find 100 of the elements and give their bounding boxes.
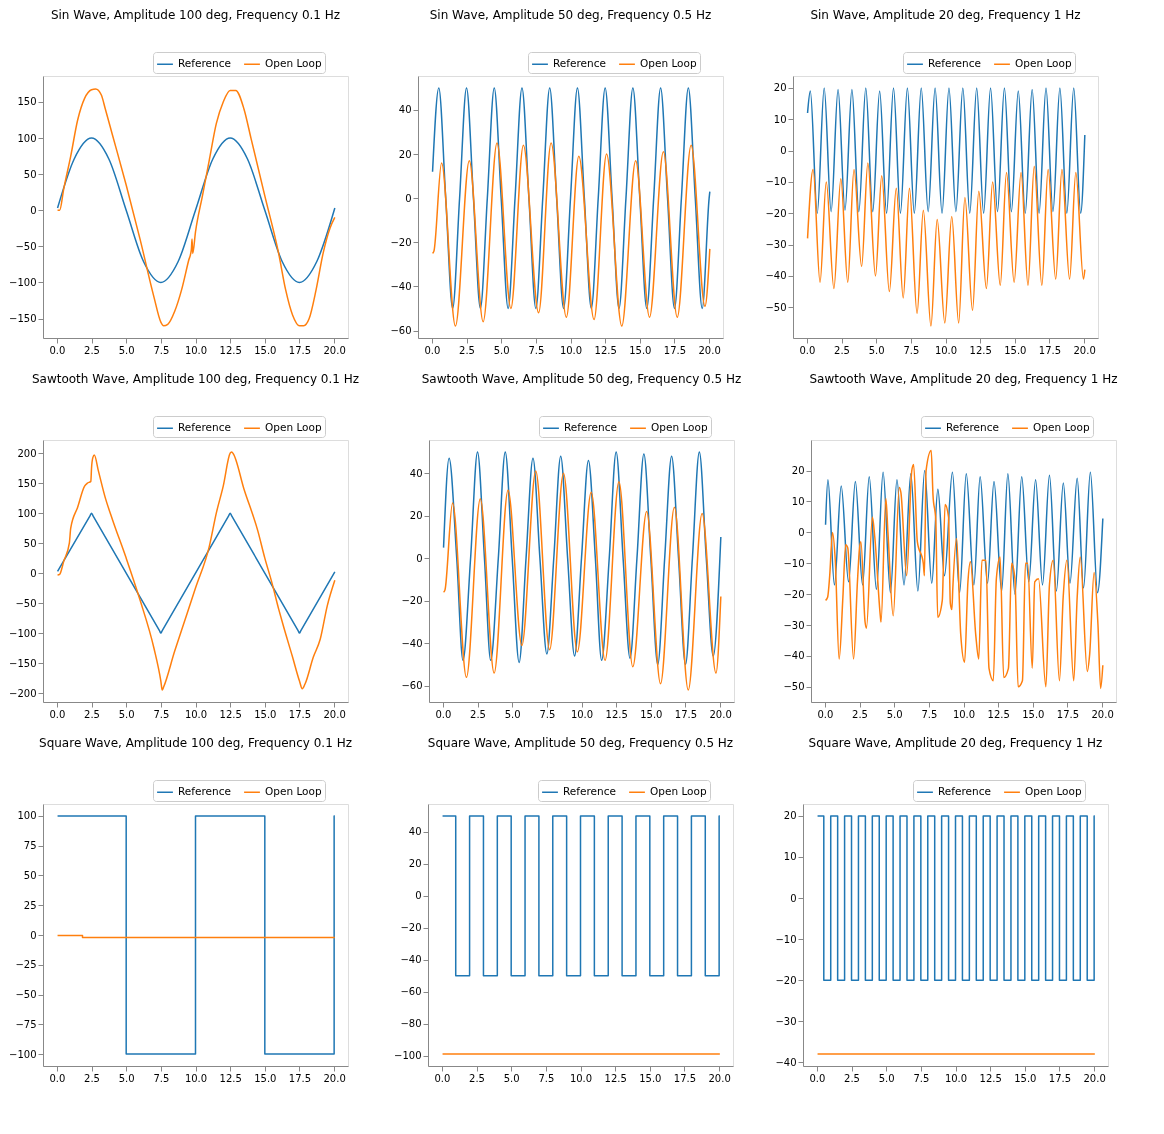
x-tick-label: 2.5 — [852, 708, 868, 720]
x-tick-label: 0.0 — [809, 1072, 826, 1084]
y-tick-label: −40 — [775, 1056, 797, 1068]
x-tick-label: 12.5 — [969, 344, 992, 356]
x-tick-label: 0.0 — [49, 1072, 66, 1084]
y-tick-label: −20 — [390, 236, 412, 248]
chart-title: Sin Wave, Amplitude 100 deg, Frequency 0.1 Hz — [50, 7, 341, 22]
y-tick-label: 0 — [790, 892, 797, 904]
x-tick-label: 5.0 — [878, 1072, 895, 1084]
y-tick-label: 10 — [773, 113, 787, 125]
y-tick-label: 0 — [30, 204, 37, 216]
x-tick-label: 10.0 — [184, 708, 208, 720]
y-tick-label: 50 — [23, 869, 37, 881]
line-series — [824, 449, 1104, 690]
x-tick-label: 15.0 — [639, 1072, 662, 1084]
x-tick-label: 7.5 — [538, 1072, 555, 1084]
y-tick-label: −30 — [775, 1015, 797, 1027]
y-tick-label: −100 — [9, 1048, 37, 1060]
y-tick-label: −30 — [783, 619, 805, 631]
x-tick-label: 20.0 — [1073, 344, 1096, 356]
x-tick-label: 0.0 — [799, 344, 816, 356]
y-tick-label: −60 — [401, 680, 423, 692]
legend-label: Open Loop — [640, 57, 697, 70]
x-tick-label: 17.5 — [1038, 344, 1062, 356]
y-tick-label: 0 — [30, 567, 37, 579]
x-tick-label: 12.5 — [219, 344, 242, 356]
y-tick-label: 20 — [409, 510, 423, 522]
x-tick-label: 17.5 — [1056, 708, 1080, 720]
x-tick-label: 10.0 — [944, 1072, 968, 1084]
y-tick-label: −10 — [783, 557, 805, 569]
x-tick-label: 17.5 — [663, 344, 687, 356]
legend-label: Reference — [178, 785, 231, 798]
y-tick-label: −60 — [390, 325, 412, 336]
legend-label: Open Loop — [1015, 57, 1072, 70]
y-tick-label: −10 — [775, 933, 797, 945]
y-tick-label: 0 — [415, 890, 422, 902]
x-tick-label: 15.0 — [1004, 344, 1027, 356]
x-tick-label: 20.0 — [323, 708, 346, 720]
y-tick-label: 0 — [780, 145, 787, 157]
legend-label: Reference — [178, 57, 231, 70]
y-tick-label: −60 — [400, 986, 422, 998]
chart-title: Square Wave, Amplitude 100 deg, Frequency 0.1 Hz — [39, 735, 352, 750]
y-tick-label: −50 — [15, 989, 37, 1001]
x-tick-label: 7.5 — [153, 708, 170, 720]
x-tick-label: 20.0 — [1083, 1072, 1106, 1084]
y-tick-label: 40 — [409, 467, 423, 479]
y-tick-label: −75 — [15, 1018, 37, 1030]
x-tick-label: 10.0 — [184, 1072, 208, 1084]
line-series — [56, 512, 336, 634]
x-tick-label: 7.5 — [921, 708, 938, 720]
x-tick-label: 0.0 — [435, 708, 452, 720]
y-tick-label: −20 — [400, 922, 422, 934]
y-tick-label: −40 — [390, 280, 412, 292]
y-tick-label: 100 — [17, 132, 37, 144]
x-tick-label: 5.0 — [118, 1072, 135, 1084]
x-tick-label: 7.5 — [913, 1072, 930, 1084]
x-tick-label: 0.0 — [424, 344, 441, 356]
x-tick-label: 10.0 — [559, 344, 583, 356]
y-tick-label: 0 — [405, 192, 412, 204]
y-tick-label: −20 — [775, 974, 797, 986]
y-tick-label: −25 — [15, 959, 37, 971]
line-series — [806, 162, 1086, 327]
x-tick-label: 10.0 — [570, 708, 594, 720]
y-tick-label: −20 — [783, 588, 805, 600]
x-tick-label: 20.0 — [323, 344, 346, 356]
y-tick-label: 0 — [798, 526, 805, 538]
x-tick-label: 15.0 — [1014, 1072, 1037, 1084]
legend-label: Reference — [178, 421, 231, 434]
x-tick-label: 17.5 — [288, 708, 312, 720]
line-series — [824, 469, 1104, 595]
x-tick-label: 12.5 — [605, 708, 628, 720]
y-tick-label: 20 — [398, 148, 412, 160]
x-tick-label: 17.5 — [288, 344, 312, 356]
y-tick-label: −50 — [765, 301, 787, 313]
legend-label: Reference — [563, 785, 616, 798]
x-tick-label: 12.5 — [594, 344, 617, 356]
y-tick-label: −30 — [765, 239, 787, 251]
x-tick-label: 2.5 — [459, 344, 475, 356]
y-tick-label: −200 — [9, 687, 37, 699]
line-series — [56, 88, 336, 327]
x-tick-label: 2.5 — [834, 344, 850, 356]
chart-title: Sin Wave, Amplitude 50 deg, Frequency 0.5 Hz — [429, 7, 712, 22]
chart-title: Sin Wave, Amplitude 20 deg, Frequency 1 Hz — [810, 7, 1081, 22]
chart-title: Sawtooth Wave, Amplitude 50 deg, Frequency 0.5 Hz — [421, 371, 742, 386]
legend-label: Open Loop — [1025, 785, 1082, 798]
x-tick-label: 7.5 — [528, 344, 545, 356]
x-tick-label: 0.0 — [49, 708, 66, 720]
y-tick-label: 200 — [17, 447, 37, 459]
y-tick-label: −20 — [401, 595, 423, 607]
legend-label: Reference — [928, 57, 981, 70]
x-tick-label: 17.5 — [1048, 1072, 1072, 1084]
x-tick-label: 20.0 — [698, 344, 721, 356]
x-tick-label: 2.5 — [470, 708, 486, 720]
chart-title: Square Wave, Amplitude 50 deg, Frequency 0.5 Hz — [427, 735, 734, 750]
x-tick-label: 10.0 — [934, 344, 958, 356]
y-tick-label: 0 — [416, 552, 423, 564]
line-series — [431, 142, 711, 327]
y-tick-label: −40 — [401, 637, 423, 649]
x-tick-label: 7.5 — [153, 1072, 170, 1084]
x-tick-label: 17.5 — [673, 1072, 697, 1084]
